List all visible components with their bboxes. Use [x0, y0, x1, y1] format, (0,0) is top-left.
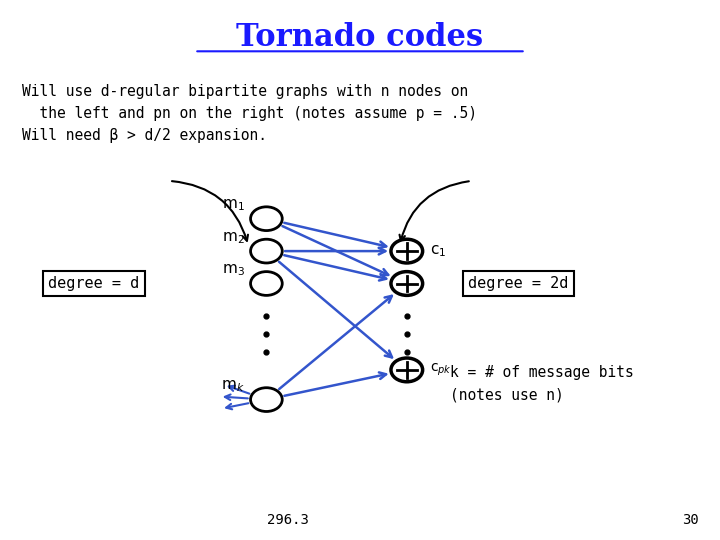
Text: m$_k$: m$_k$ [221, 379, 245, 394]
Circle shape [391, 239, 423, 263]
Circle shape [251, 239, 282, 263]
Text: degree = 2d: degree = 2d [468, 276, 569, 291]
Text: m$_2$: m$_2$ [222, 230, 245, 246]
Text: 30: 30 [682, 512, 698, 526]
Text: Will use d-regular bipartite graphs with n nodes on
  the left and pn on the rig: Will use d-regular bipartite graphs with… [22, 84, 477, 143]
Circle shape [391, 272, 423, 295]
Text: m$_1$: m$_1$ [222, 198, 245, 213]
Text: k = # of message bits
(notes use n): k = # of message bits (notes use n) [450, 365, 634, 402]
Text: c$_1$: c$_1$ [430, 243, 446, 259]
Circle shape [391, 358, 423, 382]
Circle shape [251, 272, 282, 295]
Text: c$_{pk}$: c$_{pk}$ [430, 362, 451, 378]
Text: Tornado codes: Tornado codes [236, 22, 484, 53]
Text: degree = d: degree = d [48, 276, 139, 291]
Text: m$_3$: m$_3$ [222, 262, 245, 278]
Circle shape [251, 388, 282, 411]
Circle shape [251, 207, 282, 231]
Text: 296.3: 296.3 [267, 512, 309, 526]
